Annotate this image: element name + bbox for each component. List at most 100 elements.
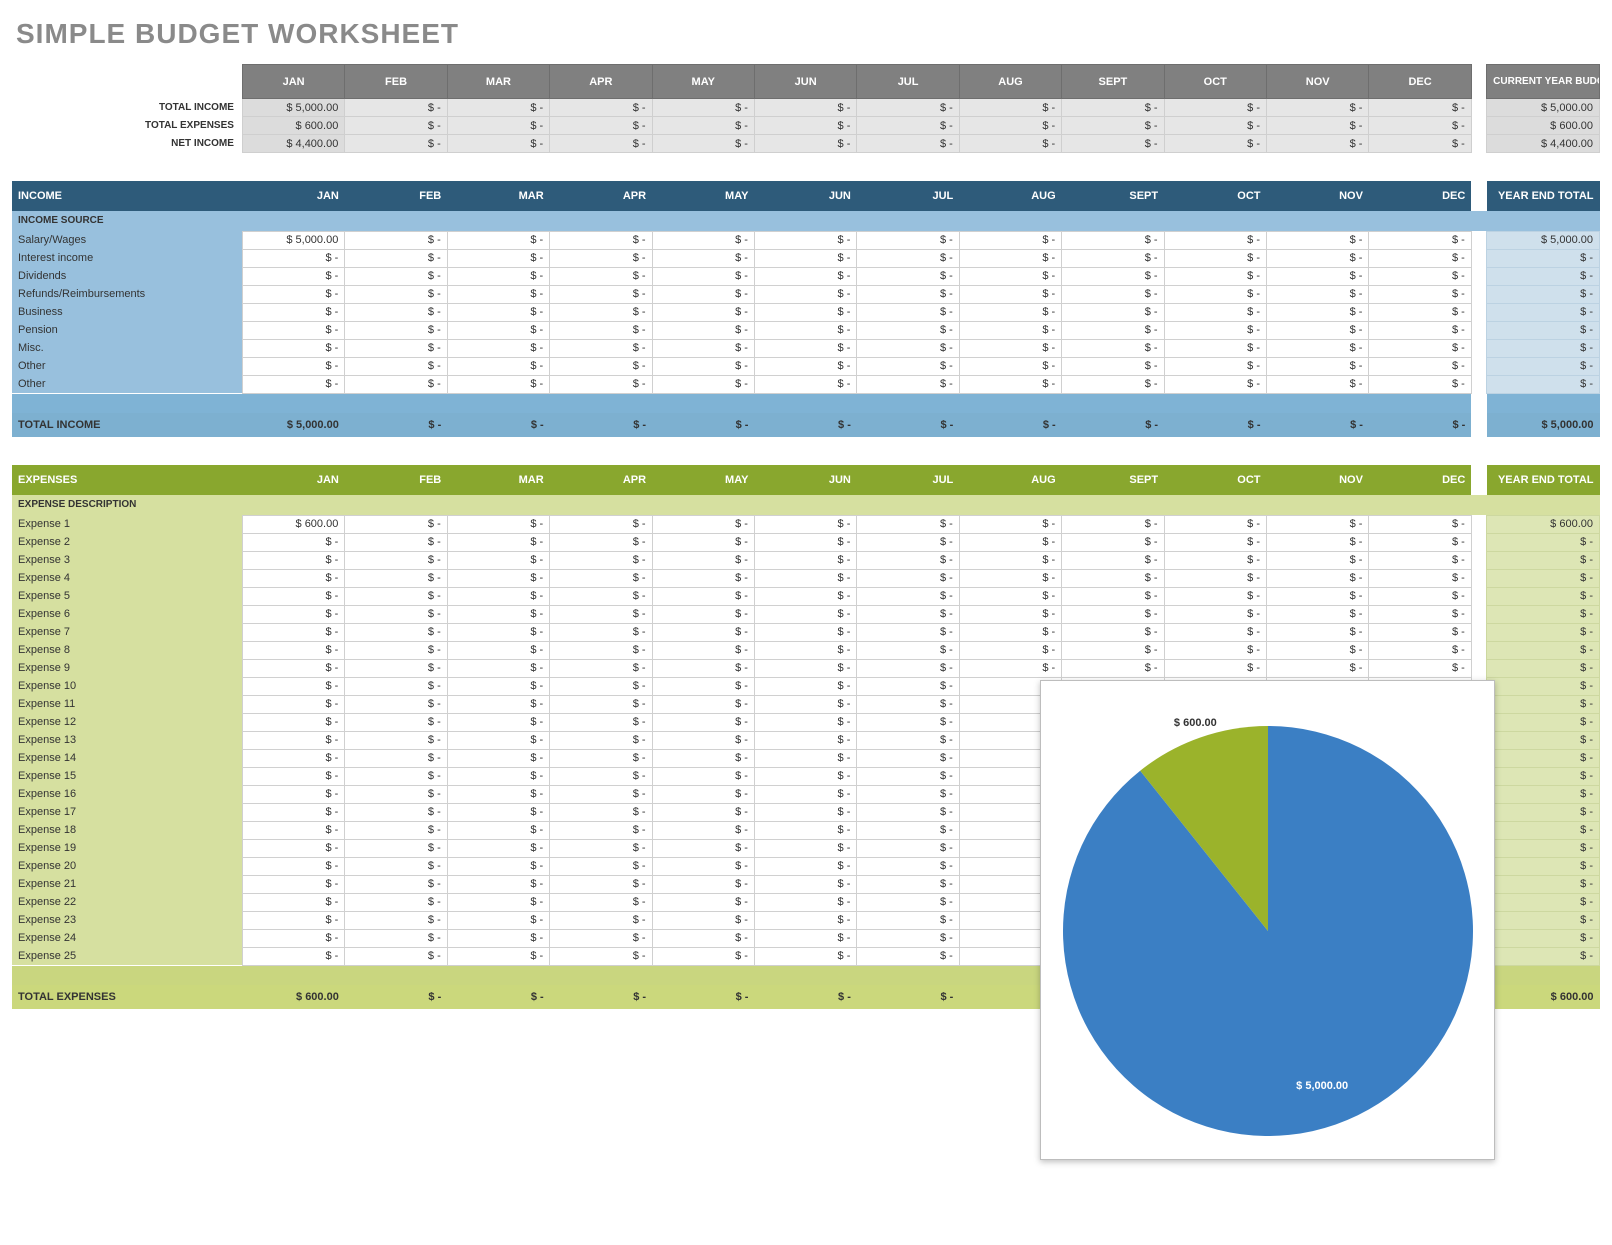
summary-cell[interactable]: $ - [1369, 117, 1471, 135]
exp-cell[interactable]: $ - [242, 947, 344, 965]
exp-cell[interactable]: $ - [242, 893, 344, 911]
exp-cell[interactable]: $ - [345, 911, 447, 929]
summary-cell[interactable]: $ - [857, 99, 959, 117]
exp-cell[interactable]: $ - [242, 875, 344, 893]
exp-cell[interactable]: $ - [1369, 659, 1471, 677]
exp-cell[interactable]: $ - [242, 767, 344, 785]
inc-cell[interactable]: $ - [447, 357, 549, 375]
exp-cell[interactable]: $ - [652, 677, 754, 695]
exp-cell[interactable]: $ - [652, 551, 754, 569]
exp-cell[interactable]: $ - [242, 533, 344, 551]
exp-cell[interactable]: $ - [345, 569, 447, 587]
exp-cell[interactable]: $ - [754, 749, 856, 767]
exp-cell[interactable]: $ - [345, 947, 447, 965]
exp-cell[interactable]: $ - [652, 911, 754, 929]
exp-cell[interactable]: $ - [550, 803, 652, 821]
inc-cell[interactable]: $ - [447, 267, 549, 285]
inc-cell[interactable]: $ - [1164, 321, 1266, 339]
exp-cell[interactable]: $ - [959, 659, 1061, 677]
exp-cell[interactable]: $ - [652, 695, 754, 713]
exp-cell[interactable]: $ - [1164, 659, 1266, 677]
inc-cell[interactable]: $ - [754, 339, 856, 357]
inc-cell[interactable]: $ - [754, 357, 856, 375]
exp-cell[interactable]: $ - [550, 587, 652, 605]
inc-cell[interactable]: $ - [447, 339, 549, 357]
exp-cell[interactable]: $ - [1062, 659, 1164, 677]
inc-cell[interactable]: $ - [1164, 285, 1266, 303]
exp-cell[interactable]: $ - [652, 929, 754, 947]
exp-cell[interactable]: $ - [242, 731, 344, 749]
exp-cell[interactable]: $ - [242, 803, 344, 821]
inc-cell[interactable]: $ - [857, 249, 959, 267]
exp-cell[interactable]: $ - [550, 767, 652, 785]
exp-cell[interactable]: $ - [1267, 551, 1369, 569]
inc-cell[interactable]: $ - [1267, 303, 1369, 321]
summary-cell[interactable]: $ - [447, 99, 549, 117]
inc-cell[interactable]: $ - [550, 267, 652, 285]
inc-cell[interactable]: $ - [959, 231, 1061, 249]
inc-cell[interactable]: $ - [959, 357, 1061, 375]
exp-cell[interactable]: $ - [447, 875, 549, 893]
summary-cell[interactable]: $ - [550, 135, 652, 153]
exp-cell[interactable]: $ - [754, 713, 856, 731]
inc-cell[interactable]: $ - [345, 321, 447, 339]
exp-cell[interactable]: $ - [550, 533, 652, 551]
inc-cell[interactable]: $ - [1062, 285, 1164, 303]
inc-cell[interactable]: $ - [1267, 285, 1369, 303]
inc-cell[interactable]: $ - [1062, 339, 1164, 357]
inc-cell[interactable]: $ - [345, 249, 447, 267]
inc-cell[interactable]: $ - [1164, 249, 1266, 267]
inc-cell[interactable]: $ - [345, 303, 447, 321]
summary-cell[interactable]: $ - [959, 99, 1061, 117]
inc-cell[interactable]: $ - [1267, 375, 1369, 393]
inc-cell[interactable]: $ - [857, 267, 959, 285]
inc-cell[interactable]: $ - [550, 357, 652, 375]
summary-cell[interactable]: $ 4,400.00 [242, 135, 344, 153]
inc-cell[interactable]: $ - [1267, 339, 1369, 357]
exp-cell[interactable]: $ - [447, 785, 549, 803]
exp-cell[interactable]: $ - [447, 767, 549, 785]
exp-cell[interactable]: $ - [1267, 569, 1369, 587]
exp-cell[interactable]: $ - [242, 749, 344, 767]
inc-cell[interactable]: $ - [1369, 231, 1471, 249]
exp-cell[interactable]: $ - [447, 893, 549, 911]
inc-cell[interactable]: $ - [1164, 267, 1266, 285]
exp-cell[interactable]: $ - [754, 803, 856, 821]
exp-cell[interactable]: $ - [345, 659, 447, 677]
inc-cell[interactable]: $ - [1369, 375, 1471, 393]
exp-cell[interactable]: $ - [959, 605, 1061, 623]
exp-cell[interactable]: $ - [447, 695, 549, 713]
exp-cell[interactable]: $ - [1369, 587, 1471, 605]
exp-cell[interactable]: $ - [447, 713, 549, 731]
exp-cell[interactable]: $ - [345, 533, 447, 551]
summary-cell[interactable]: $ - [754, 135, 856, 153]
inc-cell[interactable]: $ - [1369, 357, 1471, 375]
summary-cell[interactable]: $ - [857, 135, 959, 153]
summary-cell[interactable]: $ - [1062, 117, 1164, 135]
exp-cell[interactable]: $ - [652, 731, 754, 749]
exp-cell[interactable]: $ - [857, 533, 959, 551]
exp-cell[interactable]: $ - [754, 677, 856, 695]
exp-cell[interactable]: $ - [652, 569, 754, 587]
inc-cell[interactable]: $ - [447, 249, 549, 267]
exp-cell[interactable]: $ - [550, 569, 652, 587]
exp-cell[interactable]: $ - [959, 623, 1061, 641]
exp-cell[interactable]: $ - [652, 713, 754, 731]
exp-cell[interactable]: $ - [857, 767, 959, 785]
summary-cell[interactable]: $ - [550, 99, 652, 117]
exp-cell[interactable]: $ - [550, 821, 652, 839]
exp-cell[interactable]: $ - [754, 605, 856, 623]
inc-cell[interactable]: $ - [242, 357, 344, 375]
inc-cell[interactable]: $ - [242, 285, 344, 303]
inc-cell[interactable]: $ - [345, 375, 447, 393]
exp-cell[interactable]: $ - [1369, 641, 1471, 659]
exp-cell[interactable]: $ - [345, 785, 447, 803]
exp-cell[interactable]: $ - [1164, 551, 1266, 569]
exp-cell[interactable]: $ - [345, 605, 447, 623]
exp-cell[interactable]: $ - [345, 731, 447, 749]
exp-cell[interactable]: $ - [550, 713, 652, 731]
exp-cell[interactable]: $ - [857, 839, 959, 857]
exp-cell[interactable]: $ - [1267, 659, 1369, 677]
exp-cell[interactable]: $ - [447, 911, 549, 929]
exp-cell[interactable]: $ - [550, 911, 652, 929]
